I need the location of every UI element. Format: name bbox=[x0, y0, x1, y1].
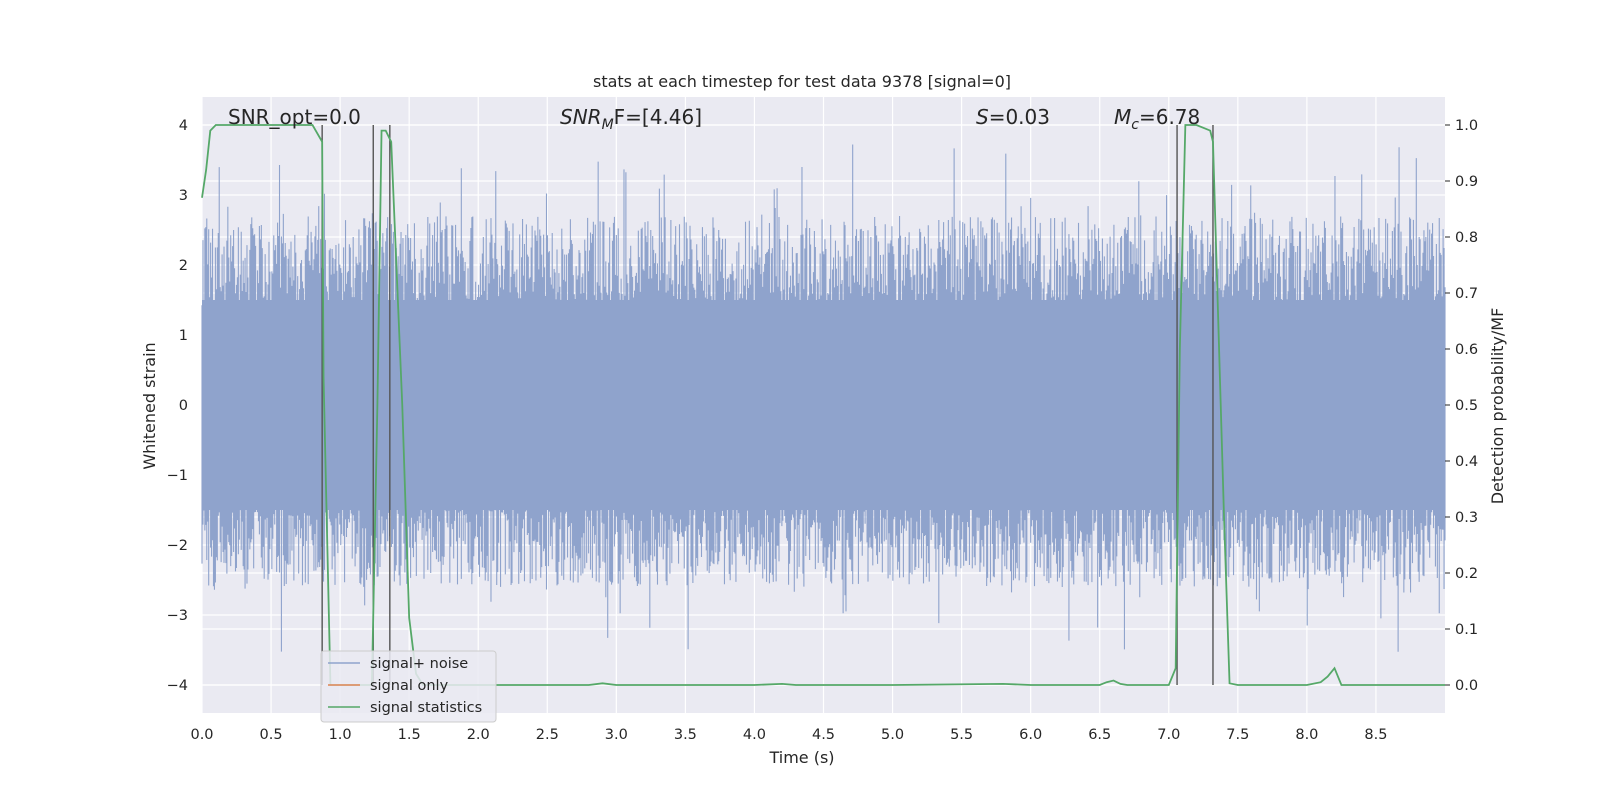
y-left-tick-label: 1 bbox=[179, 328, 188, 344]
x-tick-label: 3.5 bbox=[674, 727, 697, 743]
signal-statistics-line bbox=[201, 124, 1445, 686]
y-left-ticks: −4 −3 −2 −1 0 1 2 3 4 bbox=[167, 118, 188, 694]
x-tick-label: 0.0 bbox=[190, 727, 213, 743]
x-tick-label: 3.0 bbox=[605, 727, 628, 743]
x-tick-label: 0.5 bbox=[260, 727, 283, 743]
annotation-mc: Mc=6.78 bbox=[1114, 105, 1200, 133]
y-right-tick-label: 0.0 bbox=[1455, 678, 1478, 694]
y-left-tick-label: 0 bbox=[179, 398, 188, 414]
y-left-tick-label: 3 bbox=[179, 188, 188, 204]
mc-rest: =6.78 bbox=[1139, 105, 1200, 129]
y-left-tick-label: 2 bbox=[179, 258, 188, 274]
legend-label-signal-only: signal only bbox=[370, 678, 449, 694]
chart-title: stats at each timestep for test data 937… bbox=[593, 72, 1011, 91]
x-ticks: 0.0 0.5 1.0 1.5 2.0 2.5 3.0 3.5 4.0 4.5 5.0 5.5 6.0 6… bbox=[190, 727, 1387, 743]
series-signal-statistics bbox=[201, 124, 1445, 686]
x-tick-label: 8.0 bbox=[1295, 727, 1318, 743]
y-left-tick-label: −1 bbox=[167, 468, 188, 484]
legend-label-signal-statistics: signal statistics bbox=[370, 700, 482, 716]
legend: signal+ noise signal only signal statist… bbox=[320, 650, 497, 723]
x-tick-label: 7.0 bbox=[1157, 727, 1180, 743]
x-tick-label: 1.0 bbox=[329, 727, 352, 743]
signal-noise-band bbox=[202, 300, 1445, 510]
y-left-tick-label: −4 bbox=[167, 678, 188, 694]
legend-label-signal-noise: signal+ noise bbox=[370, 656, 468, 672]
x-tick-label: 2.5 bbox=[536, 727, 559, 743]
y-left-axis-label: Whitened strain bbox=[140, 342, 159, 469]
x-tick-label: 4.5 bbox=[812, 727, 835, 743]
annotation-snr-mf: SNRMF=[4.46] bbox=[560, 105, 702, 133]
y-right-tick-label: 1.0 bbox=[1455, 118, 1478, 134]
mc-main: M bbox=[1114, 105, 1131, 129]
y-right-tick-label: 0.5 bbox=[1455, 398, 1478, 414]
y-right-tick-label: 0.2 bbox=[1455, 566, 1478, 582]
snr-mf-main: SNR bbox=[560, 105, 602, 129]
y-right-ticks: 0.0 0.1 0.2 0.3 0.4 0.5 0.6 0.7 0.8 0.9 1.0 bbox=[1445, 118, 1478, 694]
x-tick-label: 8.5 bbox=[1364, 727, 1387, 743]
annotation-s: S=0.03 bbox=[976, 105, 1050, 129]
x-tick-label: 2.0 bbox=[467, 727, 490, 743]
annotation-snr-opt: SNR_opt=0.0 bbox=[228, 105, 361, 129]
y-right-tick-label: 0.4 bbox=[1455, 454, 1478, 470]
series-signal-noise bbox=[201, 144, 1446, 652]
x-tick-label: 5.5 bbox=[950, 727, 973, 743]
y-left-tick-label: −2 bbox=[167, 538, 188, 554]
s-rest: =0.03 bbox=[989, 105, 1050, 129]
y-left-tick-label: 4 bbox=[179, 118, 188, 134]
y-right-tick-label: 0.1 bbox=[1455, 622, 1478, 638]
s-main: S bbox=[976, 105, 989, 129]
y-right-tick-label: 0.8 bbox=[1455, 230, 1478, 246]
x-tick-label: 6.0 bbox=[1019, 727, 1042, 743]
snr-mf-sub: M bbox=[602, 117, 614, 133]
x-tick-label: 7.5 bbox=[1226, 727, 1249, 743]
x-tick-label: 4.0 bbox=[743, 727, 766, 743]
x-tick-label: 5.0 bbox=[881, 727, 904, 743]
x-tick-label: 6.5 bbox=[1088, 727, 1111, 743]
y-right-axis-label: Detection probability/MF bbox=[1488, 308, 1507, 505]
mc-sub: c bbox=[1131, 117, 1139, 133]
snr-mf-rest: F=[4.46] bbox=[614, 105, 702, 129]
x-axis-label: Time (s) bbox=[768, 748, 834, 767]
x-tick-label: 1.5 bbox=[398, 727, 421, 743]
y-right-tick-label: 0.7 bbox=[1455, 286, 1478, 302]
y-right-tick-label: 0.6 bbox=[1455, 342, 1478, 358]
legend-box bbox=[320, 650, 497, 723]
y-left-tick-label: −3 bbox=[167, 608, 188, 624]
y-right-tick-label: 0.9 bbox=[1455, 174, 1478, 190]
y-right-tick-label: 0.3 bbox=[1455, 510, 1478, 526]
